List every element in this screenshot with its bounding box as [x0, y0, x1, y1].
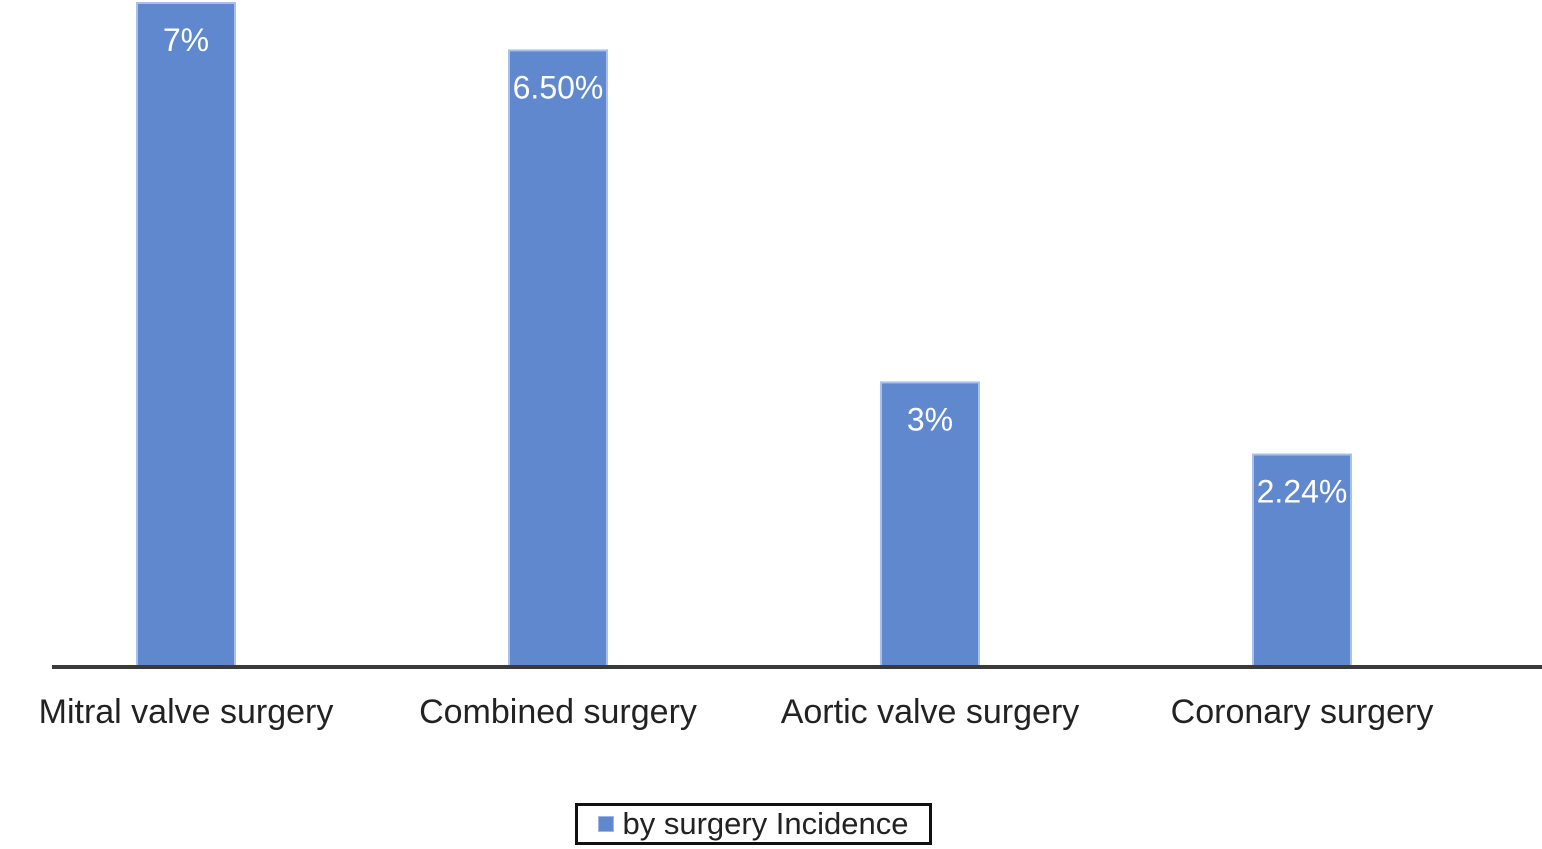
x-tick-labels-group: Mitral valve surgery Combined surgery Aort… [39, 693, 1434, 731]
bar-1 [136, 2, 236, 668]
data-labels-group: 7% 6.50% 3% 2.24% [163, 22, 1347, 510]
data-label-3: 3% [907, 401, 953, 437]
legend-swatch [598, 816, 615, 832]
legend-label-series: by surgery Incidence [622, 806, 909, 841]
data-label-2: 6.50% [513, 69, 604, 105]
bar-4 [1252, 453, 1352, 668]
data-label-4: 2.24% [1257, 474, 1348, 510]
x-tick-label-2: Combined surgery [419, 693, 697, 731]
x-tick-label-1: Mitral valve surgery [39, 693, 334, 731]
legend: by surgery Incidence [575, 803, 932, 845]
x-tick-label-3: Aortic valve surgery [781, 693, 1080, 731]
bar-2 [508, 49, 608, 668]
x-tick-label-4: Coronary surgery [1171, 693, 1434, 731]
data-label-1: 7% [163, 22, 209, 58]
bar-3 [880, 381, 980, 668]
bars-group [136, 2, 1352, 668]
